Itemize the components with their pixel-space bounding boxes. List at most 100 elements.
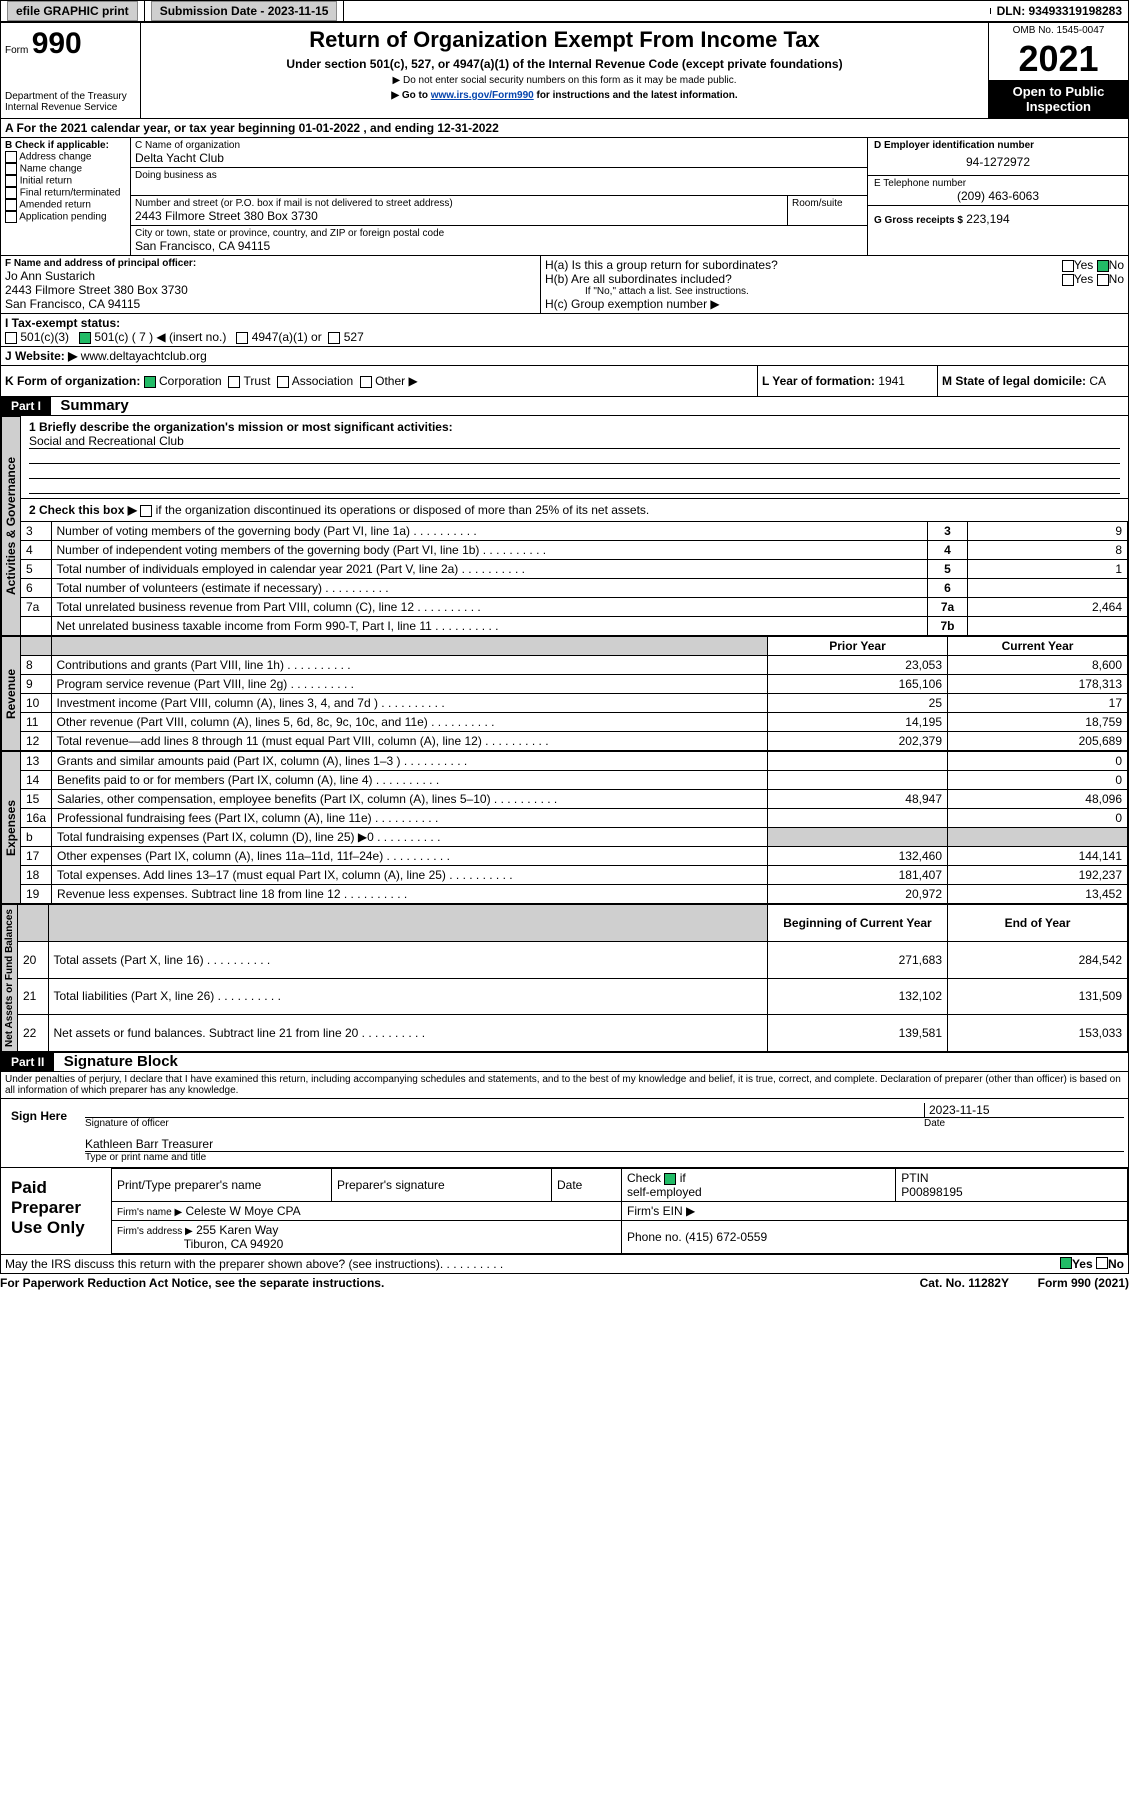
sig-date-label: Date (924, 1118, 1124, 1129)
hb-no[interactable] (1097, 274, 1109, 286)
phone: (209) 463-6063 (874, 189, 1122, 203)
chk-501c[interactable] (79, 332, 91, 344)
tax-year: 2021 (989, 38, 1128, 80)
q2-chk[interactable] (140, 505, 152, 517)
c-city-label: City or town, state or province, country… (135, 228, 863, 239)
omb: OMB No. 1545-0047 (989, 23, 1128, 38)
website: www.deltayachtclub.org (81, 349, 207, 363)
revenue-table: Prior YearCurrent Year8Contributions and… (21, 636, 1128, 751)
part1-hdr: Part I (1, 397, 51, 415)
b-item: Address change (5, 151, 126, 163)
b-item: Initial return (5, 175, 126, 187)
form-label: Form (5, 45, 28, 56)
pp-self-chk[interactable] (664, 1173, 676, 1185)
sig-name: Kathleen Barr Treasurer (85, 1137, 1124, 1152)
org-name: Delta Yacht Club (135, 151, 863, 165)
ptin-val: P00898195 (901, 1185, 962, 1199)
e-label: E Telephone number (874, 178, 1122, 189)
tab-revenue: Revenue (1, 636, 21, 751)
chk-4947[interactable] (236, 332, 248, 344)
org-address: 2443 Filmore Street 380 Box 3730 (135, 209, 783, 223)
tab-net: Net Assets or Fund Balances (1, 904, 18, 1052)
line-a: A For the 2021 calendar year, or tax yea… (0, 119, 1129, 138)
b-item: Final return/terminated (5, 187, 126, 199)
sign-here: Sign Here (1, 1099, 81, 1167)
discuss: May the IRS discuss this return with the… (5, 1257, 440, 1271)
cat-no: Cat. No. 11282Y (920, 1276, 1009, 1290)
chk-trust[interactable] (228, 376, 240, 388)
declaration: Under penalties of perjury, I declare th… (0, 1072, 1129, 1098)
l-label: L Year of formation: (762, 374, 875, 388)
form-number: 990 (32, 27, 82, 60)
firm-ein: Firm's EIN ▶ (622, 1202, 1128, 1221)
form-header: Form 990 Department of the Treasury Inte… (0, 22, 1129, 119)
form-footer: Form 990 (2021) (1009, 1276, 1129, 1290)
j-label: J Website: ▶ (5, 349, 77, 363)
firm-name: Celeste W Moye CPA (186, 1204, 301, 1218)
q1-value: Social and Recreational Club (29, 434, 1120, 449)
discuss-yes[interactable] (1060, 1257, 1072, 1269)
b-item: Amended return (5, 199, 126, 211)
chk-other[interactable] (360, 376, 372, 388)
officer-addr2: San Francisco, CA 94115 (5, 297, 536, 311)
dln: DLN: 93493319198283 (991, 1, 1128, 21)
pp-date: Date (552, 1169, 622, 1202)
topbar: efile GRAPHIC print Submission Date - 20… (0, 0, 1129, 22)
officer-addr1: 2443 Filmore Street 380 Box 3730 (5, 283, 536, 297)
dba-label: Doing business as (135, 170, 863, 181)
irs-link[interactable]: www.irs.gov/Form990 (431, 90, 534, 101)
part2-title: Signature Block (58, 1051, 184, 1072)
pp-phone: (415) 672-0559 (685, 1230, 767, 1244)
domicile: CA (1089, 374, 1106, 388)
firm-city: Tiburon, CA 94920 (184, 1237, 284, 1251)
ha-yes[interactable] (1062, 260, 1074, 272)
expenses-table: 13Grants and similar amounts paid (Part … (21, 751, 1128, 904)
subtitle: Under section 501(c), 527, or 4947(a)(1)… (151, 57, 978, 71)
firm-addr: 255 Karen Way (196, 1223, 278, 1237)
pp-print: Print/Type preparer's name (112, 1169, 332, 1202)
q2: 2 Check this box ▶ (29, 503, 137, 517)
k-label: K Form of organization: (5, 374, 140, 388)
c-addr-label: Number and street (or P.O. box if mail i… (135, 198, 783, 209)
year-formation: 1941 (878, 374, 905, 388)
hb-yes[interactable] (1062, 274, 1074, 286)
paid-title: Paid Preparer Use Only (1, 1168, 111, 1254)
chk-corp[interactable] (144, 376, 156, 388)
b-item: Application pending (5, 211, 126, 223)
sig-officer-label: Signature of officer (85, 1118, 924, 1129)
sign-here-box: Sign Here 2023-11-15 Signature of office… (0, 1098, 1129, 1168)
governance-table: 3Number of voting members of the governi… (21, 521, 1128, 636)
paperwork: For Paperwork Reduction Act Notice, see … (0, 1276, 384, 1290)
pp-sig: Preparer's signature (332, 1169, 552, 1202)
chk-501c3[interactable] (5, 332, 17, 344)
irs: Internal Revenue Service (5, 102, 136, 113)
chk-assoc[interactable] (277, 376, 289, 388)
tab-governance: Activities & Governance (1, 416, 21, 636)
note2: ▶ Go to www.irs.gov/Form990 for instruct… (151, 90, 978, 101)
q1: 1 Briefly describe the organization's mi… (29, 420, 1120, 434)
gross-receipts: 223,194 (966, 212, 1009, 226)
chk-527[interactable] (328, 332, 340, 344)
room-label: Room/suite (787, 196, 867, 225)
b-label: B Check if applicable: (5, 140, 126, 151)
dept: Department of the Treasury (5, 91, 136, 102)
g-label: G Gross receipts $ (874, 215, 963, 226)
tab-expenses: Expenses (1, 751, 21, 904)
ha-no[interactable] (1097, 260, 1109, 272)
m-label: M State of legal domicile: (942, 374, 1086, 388)
part2-hdr: Part II (1, 1053, 54, 1071)
b-item: Name change (5, 163, 126, 175)
net-table: Beginning of Current YearEnd of Year20To… (18, 904, 1128, 1052)
form-title: Return of Organization Exempt From Incom… (151, 27, 978, 53)
officer-name: Jo Ann Sustarich (5, 269, 536, 283)
sig-date: 2023-11-15 (924, 1103, 1124, 1118)
efile-button[interactable]: efile GRAPHIC print (7, 1, 138, 21)
open-public: Open to Public Inspection (989, 80, 1128, 118)
org-city: San Francisco, CA 94115 (135, 239, 863, 253)
ha: H(a) Is this a group return for subordin… (545, 258, 778, 272)
subdate-button[interactable]: Submission Date - 2023-11-15 (151, 1, 338, 21)
hb-note: If "No," attach a list. See instructions… (545, 286, 1124, 297)
discuss-no[interactable] (1096, 1257, 1108, 1269)
c-name-label: C Name of organization (135, 140, 863, 151)
d-label: D Employer identification number (874, 140, 1122, 151)
